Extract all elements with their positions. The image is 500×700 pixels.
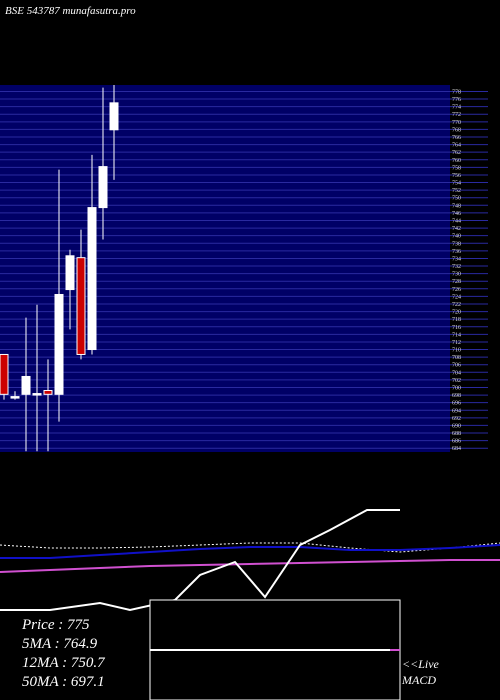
y-tick-label: 690	[452, 423, 461, 429]
y-tick-label: 706	[452, 363, 461, 369]
y-tick-label: 768	[452, 127, 461, 133]
y-tick-label: 720	[452, 310, 461, 316]
y-tick-label: 746	[452, 211, 461, 217]
candle-body	[65, 255, 75, 291]
y-tick-label: 710	[452, 348, 461, 354]
live-link[interactable]: <<Live	[402, 657, 440, 671]
price-panel	[0, 85, 450, 452]
y-tick-label: 748	[452, 203, 461, 209]
y-tick-label: 730	[452, 272, 461, 278]
chart-title: BSE 543787 munafasutra.pro	[5, 5, 136, 17]
indicator-line	[0, 559, 500, 573]
candle-body	[0, 353, 9, 395]
candle-body	[32, 393, 42, 396]
candle-body	[98, 166, 108, 209]
y-tick-label: 742	[452, 226, 461, 232]
candle-body	[87, 207, 97, 351]
y-tick-label: 694	[452, 408, 461, 414]
candle-body	[54, 293, 64, 395]
candle-body	[76, 257, 86, 355]
y-tick-label: 704	[452, 370, 461, 376]
y-tick-label: 732	[452, 264, 461, 270]
y-tick-label: 684	[452, 446, 461, 452]
y-tick-label: 774	[452, 105, 461, 111]
y-tick-label: 764	[452, 143, 461, 149]
y-tick-label: 714	[452, 332, 461, 338]
indicator-line	[0, 544, 500, 559]
y-tick-label: 734	[452, 256, 461, 262]
candle-body	[43, 390, 53, 395]
info-line: Price : 775	[21, 617, 90, 633]
y-tick-label: 750	[452, 196, 461, 202]
y-tick-label: 762	[452, 150, 461, 156]
y-tick-label: 726	[452, 287, 461, 293]
y-tick-label: 756	[452, 173, 461, 179]
candle-body	[109, 102, 119, 131]
candle-body	[10, 396, 20, 399]
y-tick-label: 698	[452, 393, 461, 399]
y-tick-label: 724	[452, 294, 461, 300]
info-line: 5MA : 764.9	[22, 636, 98, 652]
y-tick-label: 772	[452, 112, 461, 118]
y-tick-label: 708	[452, 355, 461, 361]
y-tick-label: 752	[452, 188, 461, 194]
y-tick-label: 686	[452, 439, 461, 445]
y-tick-label: 760	[452, 158, 461, 164]
candle-body	[21, 375, 31, 395]
y-tick-label: 696	[452, 401, 461, 407]
y-tick-label: 738	[452, 241, 461, 247]
y-tick-label: 722	[452, 302, 461, 308]
info-line: 12MA : 750.7	[22, 655, 106, 671]
y-tick-label: 728	[452, 279, 461, 285]
y-tick-label: 758	[452, 165, 461, 171]
y-tick-label: 754	[452, 181, 461, 187]
indicator-line	[0, 542, 500, 553]
y-tick-label: 712	[452, 340, 461, 346]
indicator-line	[0, 509, 400, 612]
y-tick-label: 744	[452, 218, 461, 224]
y-tick-label: 702	[452, 378, 461, 384]
y-tick-label: 766	[452, 135, 461, 141]
macd-label: MACD	[401, 673, 436, 687]
y-tick-label: 718	[452, 317, 461, 323]
y-tick-label: 692	[452, 416, 461, 422]
y-tick-label: 776	[452, 97, 461, 103]
y-tick-label: 778	[452, 89, 461, 95]
y-tick-label: 716	[452, 325, 461, 331]
y-tick-label: 700	[452, 385, 461, 391]
y-tick-label: 770	[452, 120, 461, 126]
y-tick-label: 736	[452, 249, 461, 255]
info-line: 50MA : 697.1	[22, 674, 105, 690]
y-tick-label: 688	[452, 431, 461, 437]
y-tick-label: 740	[452, 234, 461, 240]
